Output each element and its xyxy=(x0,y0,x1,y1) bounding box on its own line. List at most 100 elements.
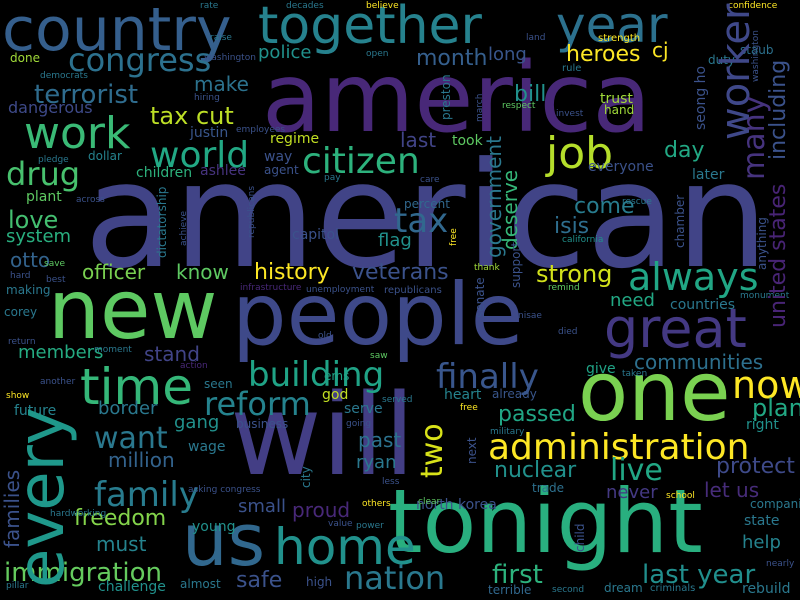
word-land: land xyxy=(526,33,546,43)
word-gang: gang xyxy=(174,412,220,433)
word-support: support xyxy=(509,241,523,288)
word-last: last xyxy=(400,128,437,152)
word-dangerous: dangerous xyxy=(8,98,93,117)
word-together: together xyxy=(258,0,482,56)
word-across: across xyxy=(76,195,105,205)
word-rate: rate xyxy=(200,1,219,11)
word-raise: raise xyxy=(210,33,232,43)
word-per: free xyxy=(460,403,478,413)
word-one: one xyxy=(578,345,731,440)
word-strength: strength xyxy=(598,33,641,44)
word-saw: show xyxy=(6,391,30,401)
word-march: march xyxy=(475,93,485,122)
word-free: old xyxy=(318,331,332,341)
word-right: right xyxy=(746,417,779,433)
word-employees: employees xyxy=(236,125,286,135)
word-day: day xyxy=(664,138,705,163)
word-respect: respect xyxy=(502,101,536,111)
word-flag: flag xyxy=(378,230,412,251)
word-will: will xyxy=(230,371,415,501)
word-protect: protect xyxy=(716,454,795,479)
word-anything: anything xyxy=(755,217,769,270)
word-strong: strong xyxy=(536,260,613,288)
word-home: home xyxy=(274,518,416,576)
word-including: including xyxy=(766,59,791,160)
word-regime: regime xyxy=(270,131,320,147)
word-great: great xyxy=(604,297,747,360)
word-old: saw xyxy=(370,351,388,361)
word-rule: rule xyxy=(562,63,582,74)
word-building: building xyxy=(248,355,385,395)
word-trust: trust xyxy=(600,91,633,107)
word-north-korea: north korea xyxy=(416,497,497,513)
word-future: future xyxy=(14,403,57,419)
word-air: washington xyxy=(204,53,256,63)
word-congress: congress xyxy=(68,41,212,79)
word-rebuild: rebuild xyxy=(742,581,791,597)
word-american: american xyxy=(84,131,769,301)
word-isis: isis xyxy=(554,214,590,239)
word-trade: trade xyxy=(532,481,564,495)
word-already: already xyxy=(492,387,537,401)
word-high: high xyxy=(306,575,333,589)
word-dollar: dollar xyxy=(88,149,122,163)
word-power: value xyxy=(328,519,353,529)
word-show: another xyxy=(40,377,76,387)
word-child: power xyxy=(356,521,384,531)
word-done: done xyxy=(10,51,40,65)
word-otto: otto xyxy=(10,248,51,272)
word-hand: hand xyxy=(604,103,635,117)
word-make: make xyxy=(194,72,249,96)
word-capitol: capitol xyxy=(292,227,339,243)
word-ems: ems xyxy=(324,369,350,383)
word-long: long xyxy=(488,44,527,65)
word-pay: pay xyxy=(324,173,341,183)
word-give: give xyxy=(586,361,616,377)
word-way: way xyxy=(264,149,293,165)
word-proud: proud xyxy=(292,498,351,522)
word-going: city xyxy=(299,466,313,488)
word-senate: unemployment xyxy=(306,285,375,295)
word-system: system xyxy=(6,226,72,247)
word-small: small xyxy=(238,496,286,517)
word-children: children xyxy=(136,165,193,181)
word-challenge: challenge xyxy=(98,579,166,595)
word-clear: others xyxy=(362,499,391,509)
word-served: less xyxy=(382,477,400,487)
word-second: child xyxy=(573,523,587,553)
word-first: first xyxy=(492,560,543,590)
word-history: history xyxy=(254,260,330,285)
word-school: second xyxy=(552,585,585,595)
word-criminals: criminals xyxy=(650,583,696,594)
word-tax-cut: tax cut xyxy=(150,102,234,130)
word-decades: decades xyxy=(286,1,324,11)
word-communities: communities xyxy=(634,350,764,374)
word-justin: justin xyxy=(190,125,229,141)
word-washington: washington xyxy=(751,30,761,82)
word-heart: heart xyxy=(444,387,482,403)
word-safe: safe xyxy=(236,568,283,593)
word-border: border xyxy=(98,398,158,419)
word-new: new xyxy=(48,263,218,358)
word-another: action xyxy=(180,361,208,371)
word-monument: remind xyxy=(548,283,580,293)
word-military: next xyxy=(465,437,479,464)
word-administration: administration xyxy=(488,427,750,468)
word-taken: nearly xyxy=(766,559,795,569)
word-police: police xyxy=(258,42,312,63)
word-terrible: terrible xyxy=(488,583,532,597)
word-countries: countries xyxy=(670,297,736,313)
word-remind: died xyxy=(558,327,578,337)
word-achieve: achieve xyxy=(179,210,189,246)
word-every: year xyxy=(556,0,668,54)
word-pillar: asking congress xyxy=(188,485,261,495)
word-duty: duty xyxy=(708,53,736,67)
word-god: god xyxy=(322,387,349,403)
word-infrastructure: republicans xyxy=(384,285,442,296)
word-us: us xyxy=(182,498,266,582)
word-now: now xyxy=(732,363,800,407)
word-nuclear: nuclear xyxy=(494,458,577,483)
word-california: california xyxy=(562,235,604,245)
word-democrats: democrats xyxy=(40,71,88,81)
